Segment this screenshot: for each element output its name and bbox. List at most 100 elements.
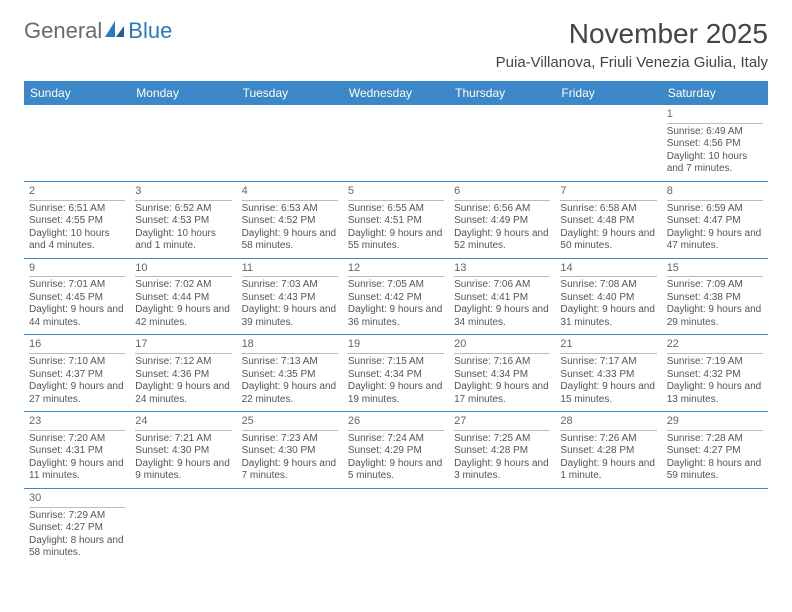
calendar-week-row: 23 Sunrise: 7:20 AMSunset: 4:31 PM Dayligh… [24, 412, 768, 489]
sunset-text: Sunset: 4:41 PM [454, 292, 550, 305]
daylight-text: Daylight: 9 hours and 22 minutes. [242, 381, 338, 406]
sunset-text: Sunset: 4:33 PM [560, 369, 656, 382]
calendar-day-cell: 1Sunrise: 6:49 AMSunset: 4:56 PMDaylight… [662, 105, 768, 181]
calendar-week-row: 16Sunrise: 7:10 AMSunset: 4:37 PMDayligh… [24, 335, 768, 412]
calendar-day-cell: 8Sunrise: 6:59 AMSunset: 4:47 PMDaylight… [662, 181, 768, 258]
sunrise-text: Sunrise: 7:03 AM [242, 279, 338, 292]
logo: General Blue [24, 18, 172, 44]
calendar-day-cell: 10Sunrise: 7:02 AMSunset: 4:44 PMDayligh… [130, 258, 236, 335]
calendar-day-cell: 14Sunrise: 7:08 AMSunset: 4:40 PMDayligh… [555, 258, 661, 335]
calendar-table: Sunday Monday Tuesday Wednesday Thursday… [24, 81, 768, 565]
day-number: 8 [667, 185, 763, 201]
sunset-text: Sunset: 4:37 PM [29, 369, 125, 382]
day-number: 14 [560, 262, 656, 278]
calendar-day-cell [237, 105, 343, 181]
sunrise-text: Sunrise: 7:09 AM [667, 279, 763, 292]
sunset-text: Sunset: 4:36 PM [135, 369, 231, 382]
calendar-day-cell: 15Sunrise: 7:09 AMSunset: 4:38 PMDayligh… [662, 258, 768, 335]
daylight-text: Daylight: 9 hours and 36 minutes. [348, 304, 444, 329]
sunrise-text: Sunrise: 7:24 AM [348, 433, 444, 446]
calendar-day-cell: 19Sunrise: 7:15 AMSunset: 4:34 PMDayligh… [343, 335, 449, 412]
sunset-text: Sunset: 4:49 PM [454, 215, 550, 228]
calendar-week-row: 2Sunrise: 6:51 AMSunset: 4:55 PMDaylight… [24, 181, 768, 258]
daylight-text: Daylight: 9 hours and 9 minutes. [135, 458, 231, 483]
calendar-day-cell: 2Sunrise: 6:51 AMSunset: 4:55 PMDaylight… [24, 181, 130, 258]
sunrise-text: Sunrise: 7:20 AM [29, 433, 125, 446]
day-number: 29 [667, 415, 763, 431]
sunset-text: Sunset: 4:55 PM [29, 215, 125, 228]
day-number: 9 [29, 262, 125, 278]
daylight-text: Daylight: 9 hours and 34 minutes. [454, 304, 550, 329]
day-number: 11 [242, 262, 338, 278]
sunrise-text: Sunrise: 7:01 AM [29, 279, 125, 292]
day-number: 3 [135, 185, 231, 201]
daylight-text: Daylight: 9 hours and 13 minutes. [667, 381, 763, 406]
calendar-day-cell: 20Sunrise: 7:16 AMSunset: 4:34 PMDayligh… [449, 335, 555, 412]
calendar-day-cell: 26Sunrise: 7:24 AMSunset: 4:29 PMDayligh… [343, 412, 449, 489]
day-number: 7 [560, 185, 656, 201]
daylight-text: Daylight: 10 hours and 7 minutes. [667, 151, 763, 176]
sunrise-text: Sunrise: 6:51 AM [29, 203, 125, 216]
sunset-text: Sunset: 4:30 PM [242, 445, 338, 458]
day-number: 17 [135, 338, 231, 354]
sunset-text: Sunset: 4:40 PM [560, 292, 656, 305]
sunrise-text: Sunrise: 7:28 AM [667, 433, 763, 446]
calendar-day-cell: 6 Sunrise: 6:56 AMSunset: 4:49 PMDaylight… [449, 181, 555, 258]
calendar-week-row: 9Sunrise: 7:01 AMSunset: 4:45 PM Daylight… [24, 258, 768, 335]
day-number: 25 [242, 415, 338, 431]
daylight-text: Daylight: 9 hours and 55 minutes. [348, 228, 444, 253]
sunrise-text: Sunrise: 7:12 AM [135, 356, 231, 369]
day-number: 27 [454, 415, 550, 431]
sunrise-text: Sunrise: 7:15 AM [348, 356, 444, 369]
weekday-header: Wednesday [343, 81, 449, 105]
day-number: 19 [348, 338, 444, 354]
logo-text-blue: Blue [128, 18, 172, 44]
sunset-text: Sunset: 4:34 PM [348, 369, 444, 382]
day-number: 10 [135, 262, 231, 278]
sunrise-text: Sunrise: 6:56 AM [454, 203, 550, 216]
weekday-header: Thursday [449, 81, 555, 105]
daylight-text: Daylight: 9 hours and 17 minutes. [454, 381, 550, 406]
daylight-text: Daylight: 9 hours and 52 minutes. [454, 228, 550, 253]
calendar-day-cell [24, 105, 130, 181]
day-number: 5 [348, 185, 444, 201]
daylight-text: Daylight: 9 hours and 15 minutes. [560, 381, 656, 406]
logo-sail-icon [104, 18, 126, 44]
calendar-day-cell: 22Sunrise: 7:19 AMSunset: 4:32 PMDayligh… [662, 335, 768, 412]
calendar-day-cell [662, 488, 768, 564]
sunrise-text: Sunrise: 6:59 AM [667, 203, 763, 216]
daylight-text: Daylight: 9 hours and 58 minutes. [242, 228, 338, 253]
daylight-text: Daylight: 9 hours and 5 minutes. [348, 458, 444, 483]
calendar-day-cell [130, 105, 236, 181]
daylight-text: Daylight: 8 hours and 59 minutes. [667, 458, 763, 483]
sunset-text: Sunset: 4:45 PM [29, 292, 125, 305]
sunrise-text: Sunrise: 7:08 AM [560, 279, 656, 292]
sunset-text: Sunset: 4:32 PM [667, 369, 763, 382]
sunset-text: Sunset: 4:47 PM [667, 215, 763, 228]
logo-text-general: General [24, 18, 102, 44]
sunset-text: Sunset: 4:52 PM [242, 215, 338, 228]
calendar-day-cell: 28Sunrise: 7:26 AMSunset: 4:28 PMDayligh… [555, 412, 661, 489]
title-block: November 2025 Puia-Villanova, Friuli Ven… [496, 18, 768, 71]
day-number: 13 [454, 262, 550, 278]
sunrise-text: Sunrise: 7:10 AM [29, 356, 125, 369]
day-number: 18 [242, 338, 338, 354]
calendar-day-cell [237, 488, 343, 564]
day-number: 30 [29, 492, 125, 508]
day-number: 20 [454, 338, 550, 354]
sunset-text: Sunset: 4:29 PM [348, 445, 444, 458]
daylight-text: Daylight: 10 hours and 1 minute. [135, 228, 231, 253]
sunset-text: Sunset: 4:34 PM [454, 369, 550, 382]
sunrise-text: Sunrise: 6:58 AM [560, 203, 656, 216]
daylight-text: Daylight: 9 hours and 31 minutes. [560, 304, 656, 329]
day-number: 23 [29, 415, 125, 431]
daylight-text: Daylight: 9 hours and 42 minutes. [135, 304, 231, 329]
calendar-day-cell: 18Sunrise: 7:13 AMSunset: 4:35 PMDayligh… [237, 335, 343, 412]
day-number: 6 [454, 185, 550, 201]
calendar-day-cell [555, 105, 661, 181]
sunrise-text: Sunrise: 6:52 AM [135, 203, 231, 216]
sunset-text: Sunset: 4:35 PM [242, 369, 338, 382]
sunset-text: Sunset: 4:53 PM [135, 215, 231, 228]
daylight-text: Daylight: 9 hours and 50 minutes. [560, 228, 656, 253]
sunset-text: Sunset: 4:31 PM [29, 445, 125, 458]
